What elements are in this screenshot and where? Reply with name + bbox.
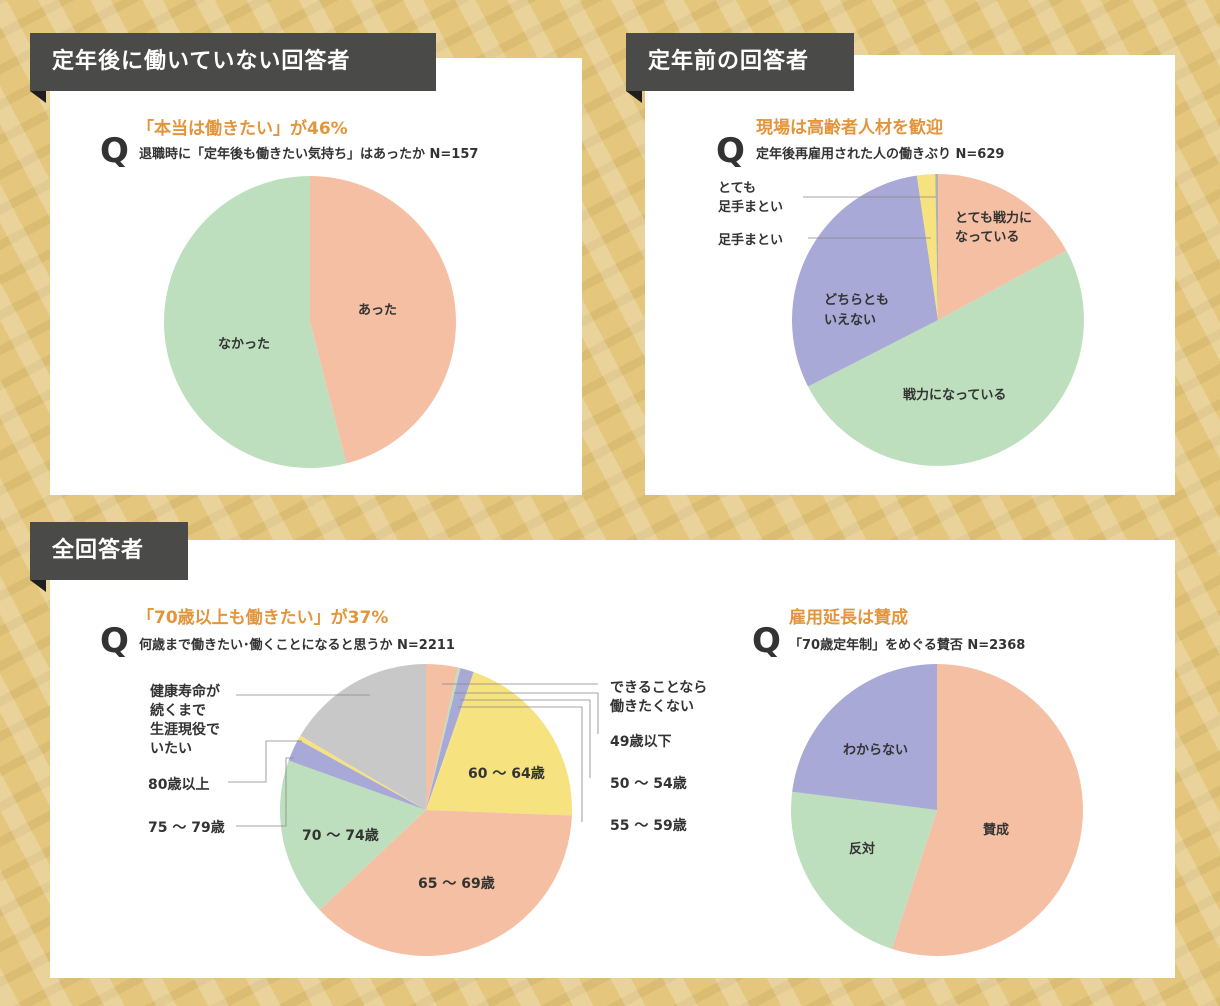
question-c4: 「70歳定年制」をめぐる賛否 N=2368 [789,638,1026,653]
ribbon-fold [30,91,46,103]
question-c2: 定年後再雇用された人の働きぶり N=629 [756,147,1005,162]
ribbon-fold [30,580,46,592]
q-icon: Q [716,131,745,171]
headline-c3: 「70歳以上も働きたい」が37% [137,608,389,628]
section-title-not-working: 定年後に働いていない回答者 [30,33,436,91]
section-title-all: 全回答者 [30,522,188,580]
section-title-before-retire: 定年前の回答者 [626,33,854,91]
headline-c2: 現場は高齢者人材を歓迎 [756,118,943,138]
q-icon: Q [100,621,129,661]
headline-c1: 「本当は働きたい」が46% [137,119,348,139]
question-c3: 何歳まで働きたい･働くことになると思うか N=2211 [139,638,455,653]
question-c1: 退職時に「定年後も働きたい気持ち」はあったか N=157 [139,147,479,162]
q-icon: Q [752,621,781,661]
q-icon: Q [100,131,129,171]
headline-c4: 雇用延長は賛成 [789,608,908,628]
ribbon-fold [626,91,642,103]
